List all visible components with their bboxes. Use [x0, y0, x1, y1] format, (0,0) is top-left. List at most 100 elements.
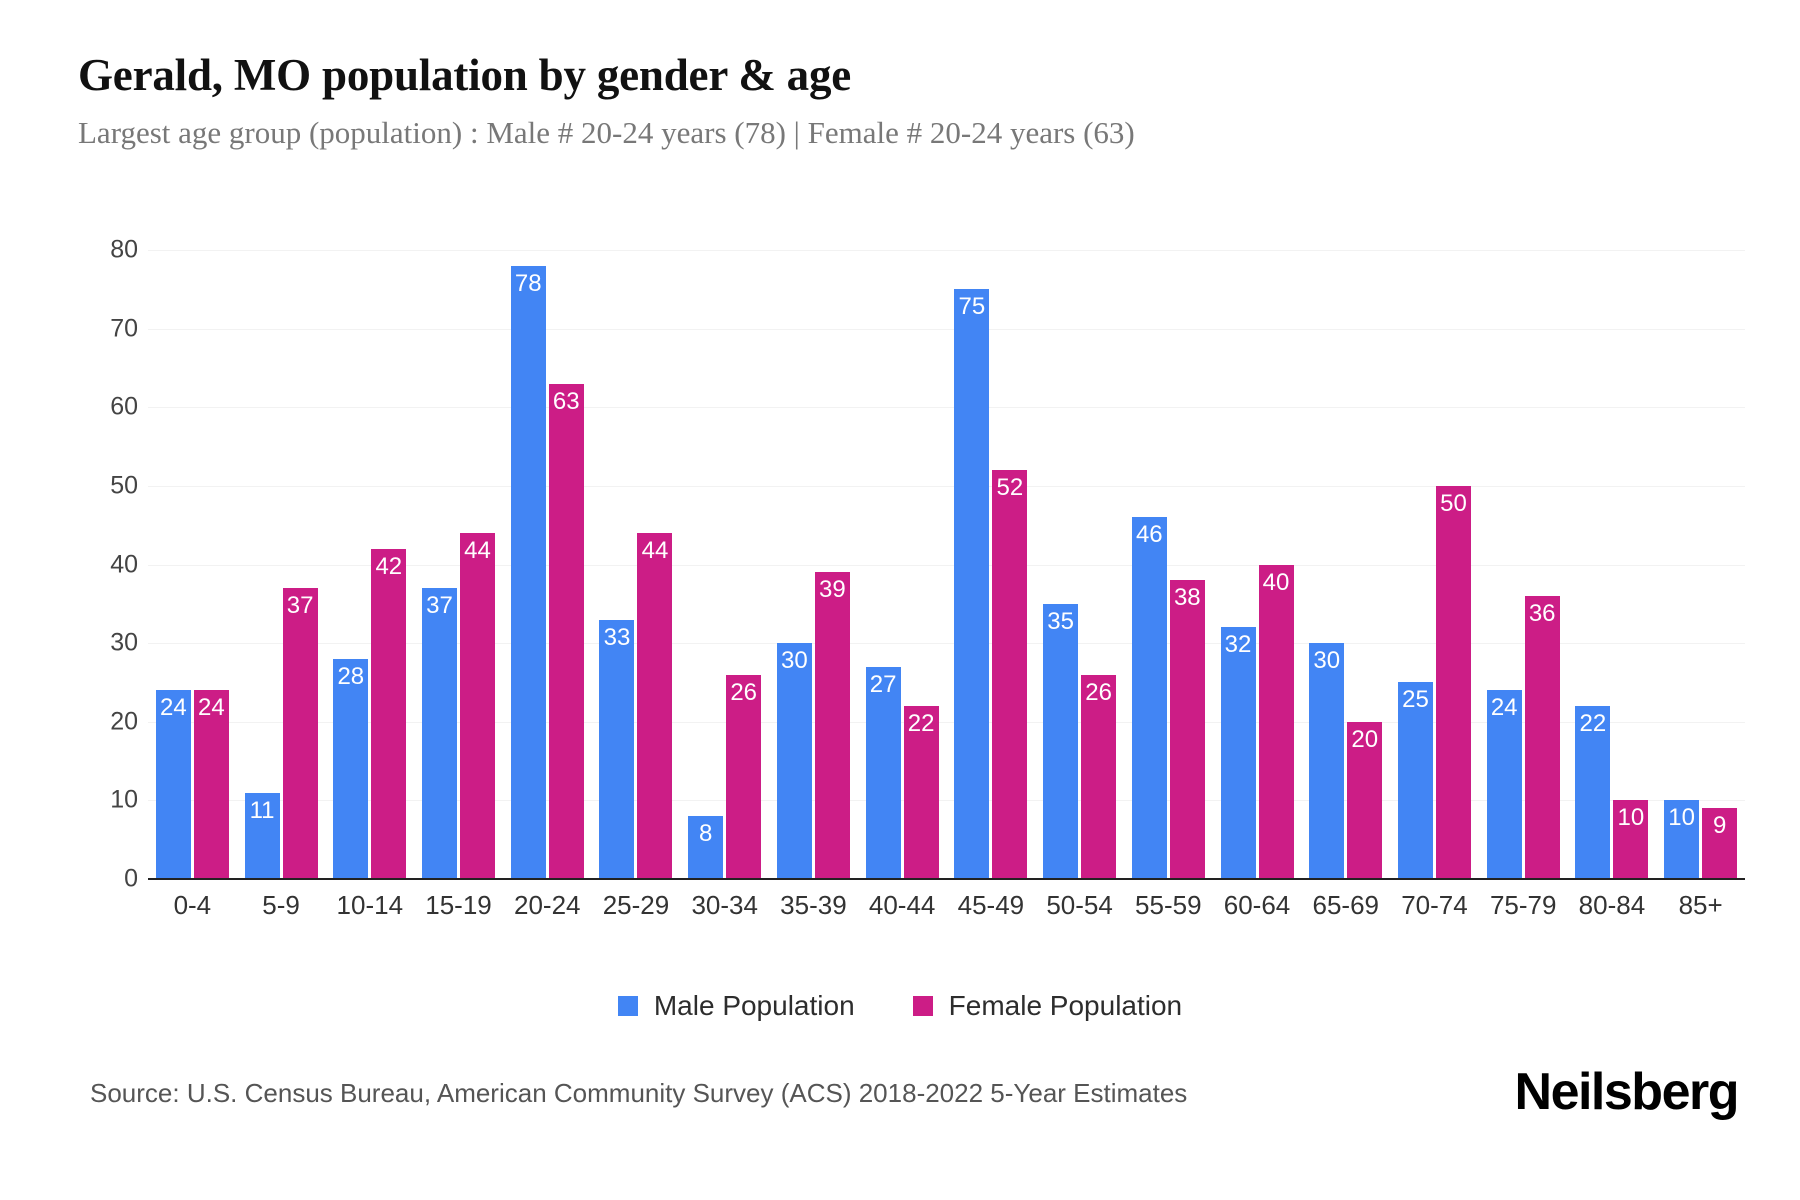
x-axis-tick-label: 70-74: [1401, 890, 1468, 920]
bar-female[interactable]: 52: [992, 470, 1028, 879]
x-axis-tick-label: 15-19: [425, 890, 492, 920]
x-axis-line: [148, 878, 1745, 880]
bar-male[interactable]: 78: [510, 265, 546, 879]
page-title: Gerald, MO population by gender & age: [78, 50, 852, 100]
bar-value-label: 25: [1402, 686, 1429, 714]
bar-value-label: 33: [603, 623, 631, 651]
x-axis-tick-label: 30-34: [691, 890, 758, 920]
bar-male[interactable]: 22: [1575, 706, 1611, 879]
bar-female[interactable]: 24: [193, 690, 229, 879]
bar-value-label: 30: [1313, 647, 1341, 675]
bar-group: 32 40: [1220, 250, 1294, 879]
bar-value-label: 24: [198, 694, 225, 722]
bar-female[interactable]: 42: [371, 548, 407, 879]
bar-male[interactable]: 25: [1397, 682, 1433, 879]
bar-female[interactable]: 10: [1613, 800, 1649, 879]
bar-value-label: 42: [375, 552, 403, 580]
legend-label-female: Female Population: [948, 990, 1183, 1021]
x-axis-tick-label: 65-69: [1312, 890, 1379, 920]
bar-female[interactable]: 38: [1169, 580, 1205, 879]
bar-male[interactable]: 8: [688, 816, 724, 879]
bar-value-label: 30: [781, 647, 808, 675]
bar-male[interactable]: 30: [776, 643, 812, 879]
x-axis-tick-label: 85+: [1678, 890, 1723, 920]
bar-male[interactable]: 35: [1043, 603, 1079, 879]
bar-female[interactable]: 20: [1347, 721, 1383, 879]
bar-female[interactable]: 26: [726, 674, 762, 879]
legend-label-male: Male Population: [653, 990, 855, 1021]
gridline: [148, 328, 1745, 330]
bar-value-label: 24: [1490, 694, 1518, 722]
bar-female[interactable]: 39: [814, 572, 850, 879]
bar-male[interactable]: 24: [155, 690, 191, 879]
y-axis-tick-label: 20: [110, 707, 138, 736]
bar-female[interactable]: 36: [1524, 595, 1560, 879]
bar-female[interactable]: 22: [903, 706, 939, 879]
bar-female[interactable]: 44: [637, 533, 673, 879]
bar-female[interactable]: 26: [1081, 674, 1117, 879]
x-axis-tick-label: 55-59: [1135, 890, 1202, 920]
bar-group: 75 52: [954, 250, 1028, 879]
neilsberg-logo: Neilsberg: [1514, 1063, 1740, 1121]
bar-group: 22 10: [1575, 250, 1649, 879]
bar-value-label: 50: [1440, 489, 1467, 517]
bar-group: 24 36: [1486, 250, 1560, 879]
bar-male[interactable]: 32: [1220, 627, 1256, 879]
bar-group: 25 50: [1397, 250, 1471, 879]
x-axis-tick-label: 75-79: [1489, 890, 1557, 920]
bar-female[interactable]: 63: [548, 383, 584, 879]
bar-female[interactable]: 40: [1258, 564, 1294, 879]
plot-area: 24 24 11 37 28 42 37 44 78 63 33 44 8 26 30 39 27 22 75 52 3…: [148, 250, 1745, 880]
bar-value-label: 20: [1351, 725, 1379, 753]
bar-group: 8 26: [688, 250, 762, 879]
x-axis-tick-label: 35-39: [780, 890, 847, 920]
x-axis-tick-label: 0-4: [173, 890, 212, 920]
bar-value-label: 75: [958, 293, 986, 321]
bar-male[interactable]: 46: [1131, 517, 1167, 879]
bar-female[interactable]: 50: [1435, 485, 1471, 879]
bar-male[interactable]: 75: [954, 289, 990, 879]
x-axis-tick-label: 10-14: [336, 890, 404, 920]
bar-value-label: 44: [464, 537, 491, 565]
bar-male[interactable]: 24: [1486, 690, 1522, 879]
bar-female[interactable]: 44: [460, 533, 496, 879]
bar-value-label: 10: [1668, 804, 1695, 832]
bar-female[interactable]: 9: [1702, 808, 1738, 879]
bar-value-label: 38: [1173, 584, 1201, 612]
gridline: [148, 643, 1745, 645]
bar-group: 35 26: [1043, 250, 1117, 879]
bar-group: 78 63: [510, 250, 584, 879]
bar-group: 30 39: [776, 250, 850, 879]
gridline: [148, 407, 1745, 409]
bar-group: 33 44: [599, 250, 673, 879]
gridline: [148, 485, 1745, 487]
bar-male[interactable]: 10: [1664, 800, 1700, 879]
bar-value-label: 26: [1085, 678, 1112, 706]
x-axis-tick-label: 25-29: [602, 890, 670, 920]
bar-male[interactable]: 33: [599, 619, 635, 879]
chart-header: Gerald, MO population by gender & age La…: [78, 50, 1678, 153]
bar-value-label: 37: [426, 592, 453, 620]
y-axis-tick-label: 10: [110, 785, 138, 814]
legend-item-male[interactable]: Male Population: [617, 990, 855, 1022]
bar-male[interactable]: 11: [244, 792, 280, 879]
bar-male[interactable]: 37: [422, 588, 458, 879]
bar-value-label: 36: [1528, 599, 1556, 627]
x-axis-tick-label: 50-54: [1046, 890, 1113, 920]
bar-group: 11 37: [244, 250, 318, 879]
bar-value-label: 9: [1712, 812, 1727, 840]
y-axis-tick-label: 50: [110, 471, 138, 500]
bar-male[interactable]: 30: [1309, 643, 1345, 879]
bar-male[interactable]: 28: [333, 658, 369, 879]
bar-value-label: 44: [641, 537, 669, 565]
x-axis-tick-label: 40-44: [868, 890, 936, 920]
bar-male[interactable]: 27: [865, 666, 901, 879]
x-axis-tick-label: 5-9: [262, 890, 300, 920]
bar-female[interactable]: 37: [282, 588, 318, 879]
bar-group: 30 20: [1309, 250, 1383, 879]
bar-group: 24 24: [155, 250, 229, 879]
legend-item-female[interactable]: Female Population: [912, 990, 1183, 1022]
x-axis-tick-label: 20-24: [513, 890, 581, 920]
bar-value-label: 40: [1262, 568, 1290, 596]
bar-group: 37 44: [422, 250, 496, 879]
